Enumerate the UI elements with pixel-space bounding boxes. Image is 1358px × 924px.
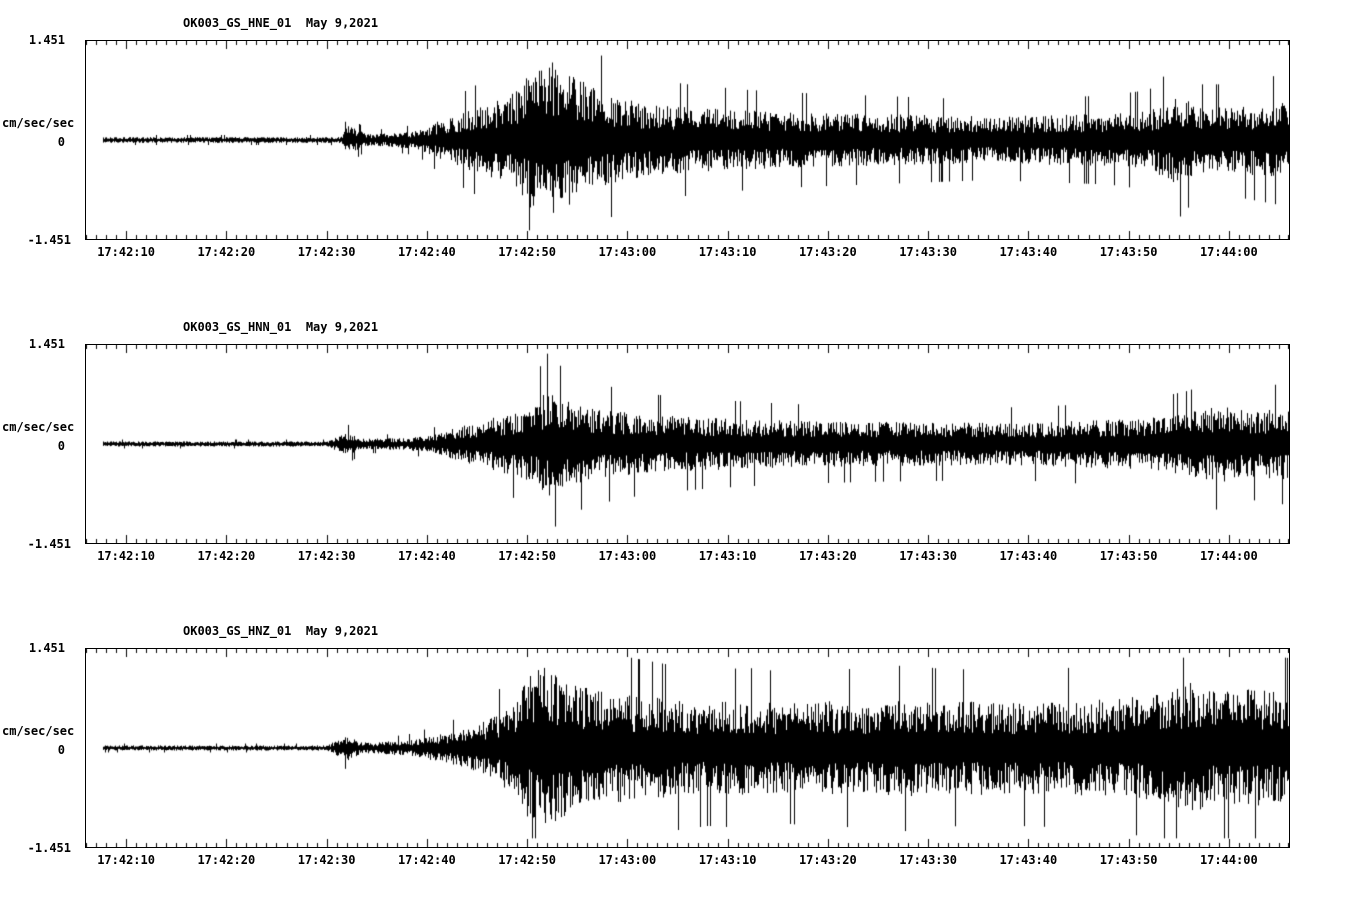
- seismogram-trace-canvas: [86, 649, 1289, 847]
- y-min-label: -1.451: [27, 537, 71, 551]
- panel-title: OK003_GS_HNN_01 May 9,2021: [183, 320, 379, 334]
- panel-title-row: OK003_GS_HNE_01 May 9,2021: [0, 6, 1358, 40]
- x-tick-label: 17:42:10: [97, 549, 155, 563]
- x-tick-label: 17:42:50: [498, 245, 556, 259]
- x-tick-label: 17:42:40: [397, 853, 456, 867]
- x-tick-label: 17:42:30: [297, 853, 356, 867]
- x-tick-label: 17:43:00: [598, 853, 657, 867]
- x-tick-label: 17:43:50: [1099, 549, 1158, 563]
- x-tick-label: 17:43:10: [698, 853, 757, 867]
- x-axis-labels: 17:42:10 17:42:20 17:42:30 17:42:40 17:42:50…: [0, 240, 1358, 266]
- x-axis-labels: 17:42:10 17:42:20 17:42:30 17:42:40 17:42:50…: [0, 544, 1358, 570]
- x-tick-label: 17:43:30: [899, 245, 957, 259]
- plot-row: 1.451 cm/sec/sec 0 -1.451: [0, 337, 1358, 551]
- x-tick-label: 17:42:10: [97, 245, 155, 259]
- seismogram-panel-hnz: OK003_GS_HNZ_01 May 9,2021 1.451 cm/sec/…: [0, 614, 1358, 874]
- y-min-label: -1.451: [27, 233, 71, 247]
- x-tick-label: 17:42:20: [197, 549, 256, 563]
- x-tick-label: 17:42:30: [297, 245, 356, 259]
- x-tick-label: 17:43:50: [1099, 245, 1158, 259]
- x-tick-label: 17:42:10: [97, 853, 155, 867]
- x-tick-label: 17:43:20: [798, 245, 857, 259]
- x-axis-labels: 17:42:10 17:42:20 17:42:30 17:42:40 17:42:50…: [0, 848, 1358, 874]
- x-tick-label: 17:43:10: [698, 549, 757, 563]
- x-tick-label: 17:44:00: [1199, 853, 1258, 867]
- x-tick-label: 17:42:20: [197, 853, 256, 867]
- x-tick-label: 17:43:20: [798, 853, 857, 867]
- seismogram-panel-hne: OK003_GS_HNE_01 May 9,2021 1.451 cm/sec/…: [0, 6, 1358, 266]
- y-axis: 1.451 cm/sec/sec 0 -1.451: [0, 337, 85, 551]
- x-tick-label: 17:42:50: [498, 549, 556, 563]
- y-zero-label: 0: [57, 743, 65, 757]
- y-axis-unit-label: cm/sec/sec: [2, 420, 75, 434]
- y-max-label: 1.451: [28, 641, 65, 655]
- panel-title: OK003_GS_HNZ_01 May 9,2021: [183, 624, 379, 638]
- x-tick-label: 17:42:30: [297, 549, 356, 563]
- y-max-label: 1.451: [28, 337, 65, 351]
- y-max-label: 1.451: [28, 33, 65, 47]
- x-tick-label: 17:44:00: [1199, 245, 1258, 259]
- y-min-label: -1.451: [27, 841, 71, 855]
- plot-area: [85, 344, 1290, 544]
- x-tick-label: 17:42:40: [397, 549, 456, 563]
- x-tick-label: 17:42:40: [397, 245, 456, 259]
- x-tick-label: 17:43:50: [1099, 853, 1158, 867]
- y-zero-label: 0: [57, 135, 65, 149]
- x-tick-label: 17:43:30: [899, 853, 957, 867]
- y-zero-label: 0: [57, 439, 65, 453]
- seismogram-trace-canvas: [86, 345, 1289, 543]
- y-axis: 1.451 cm/sec/sec 0 -1.451: [0, 33, 85, 247]
- seismogram-panel-hnn: OK003_GS_HNN_01 May 9,2021 1.451 cm/sec/…: [0, 310, 1358, 570]
- x-tick-label: 17:43:00: [598, 549, 657, 563]
- panel-title-row: OK003_GS_HNZ_01 May 9,2021: [0, 614, 1358, 648]
- x-tick-label: 17:43:20: [798, 549, 857, 563]
- plot-area: [85, 40, 1290, 240]
- y-axis-unit-label: cm/sec/sec: [2, 116, 75, 130]
- y-axis: 1.451 cm/sec/sec 0 -1.451: [0, 641, 85, 855]
- x-tick-label: 17:42:20: [197, 245, 256, 259]
- x-tick-label: 17:42:50: [498, 853, 556, 867]
- x-tick-label: 17:43:40: [999, 853, 1058, 867]
- y-axis-unit-label: cm/sec/sec: [2, 724, 75, 738]
- x-tick-label: 17:43:40: [999, 245, 1058, 259]
- x-tick-label: 17:43:30: [899, 549, 957, 563]
- x-tick-label: 17:43:10: [698, 245, 757, 259]
- panel-title-row: OK003_GS_HNN_01 May 9,2021: [0, 310, 1358, 344]
- seismogram-page: OK003_GS_HNE_01 May 9,2021 1.451 cm/sec/…: [0, 6, 1358, 874]
- plot-area: [85, 648, 1290, 848]
- x-tick-label: 17:44:00: [1199, 549, 1258, 563]
- plot-row: 1.451 cm/sec/sec 0 -1.451: [0, 641, 1358, 855]
- panel-title: OK003_GS_HNE_01 May 9,2021: [183, 16, 379, 30]
- seismogram-trace-canvas: [86, 41, 1289, 239]
- x-tick-label: 17:43:00: [598, 245, 657, 259]
- x-tick-label: 17:43:40: [999, 549, 1058, 563]
- plot-row: 1.451 cm/sec/sec 0 -1.451: [0, 33, 1358, 247]
